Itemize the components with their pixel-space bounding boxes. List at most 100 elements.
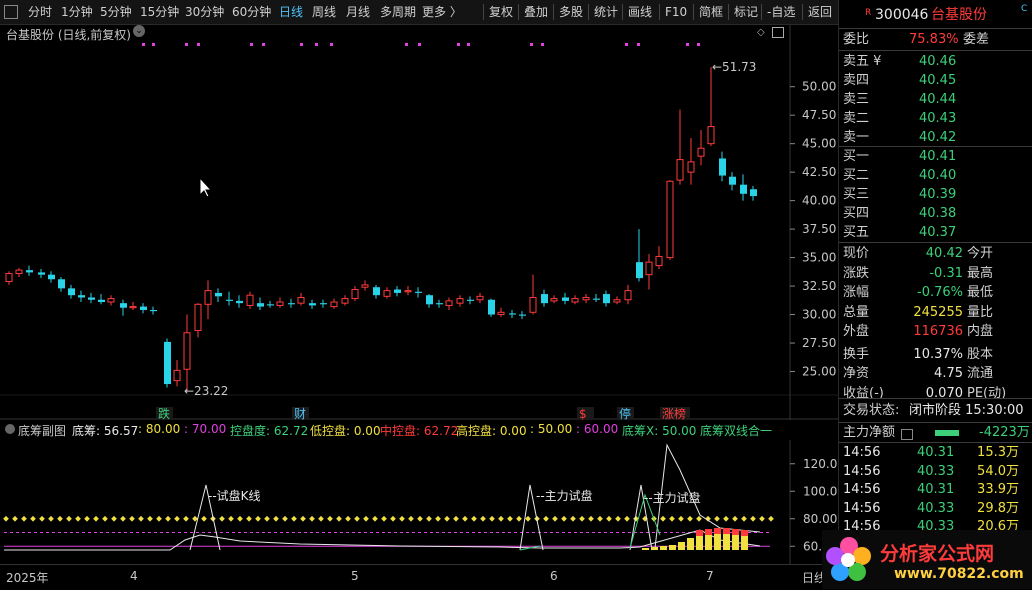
axis-month-label: 4: [130, 569, 138, 583]
candle-body: [613, 299, 621, 303]
toolbar-period-button[interactable]: 5分钟: [100, 5, 132, 19]
candle-body: [436, 303, 443, 305]
ask-price: 40.46: [919, 54, 957, 69]
level-80-marker: [417, 515, 423, 522]
volume-bar: [696, 536, 703, 550]
toolbar-action-button[interactable]: 简框: [699, 5, 724, 19]
toolbar-period-button[interactable]: 15分钟: [140, 5, 180, 19]
level-80-marker: [570, 515, 576, 522]
toolbar-action-button[interactable]: F10: [665, 5, 688, 19]
toolbar-action-button[interactable]: 多股: [559, 5, 584, 19]
legend-item: 高控盘: 0.00: [456, 424, 527, 438]
signal-dot: [530, 43, 533, 46]
candle-body: [236, 300, 243, 304]
level-80-marker: [489, 515, 495, 522]
candle-body: [729, 176, 736, 185]
signal-annotation: --主力试盘: [536, 488, 593, 503]
toolbar-action-button[interactable]: 统计: [594, 5, 619, 19]
toolbar-period-button[interactable]: 日线: [279, 5, 304, 19]
volume-bar: [642, 548, 649, 550]
y-tick-label: 80.00: [803, 512, 837, 526]
ask-level-label: 卖五 ¥: [843, 54, 882, 69]
tick-volume: 29.8万: [977, 500, 1019, 516]
toolbar-period-button[interactable]: 60分钟: [232, 5, 272, 19]
state-label: 交易状态:: [843, 403, 900, 418]
candle-body: [140, 306, 147, 310]
diamond-icon[interactable]: ◇: [757, 27, 765, 38]
candle-body: [571, 298, 579, 303]
tick-time: 14:56: [843, 482, 881, 497]
candle-body: [645, 261, 653, 276]
candle-body: [676, 159, 684, 181]
level-80-marker: [471, 515, 477, 522]
toolbar-action-button[interactable]: 复权: [489, 5, 514, 19]
level-80-marker: [12, 515, 18, 522]
toolbar-period-button[interactable]: 分时: [28, 5, 53, 19]
stat-label: 量比: [967, 304, 994, 320]
tick-volume: 33.9万: [977, 482, 1019, 497]
kline-chart[interactable]: 台基股份 (日线,前复权) ⌄ ◇ 50.00 47.50 45.00 42.50 40…: [0, 25, 838, 420]
bid-price: 40.39: [919, 187, 957, 202]
candle-body: [415, 291, 422, 293]
chevron-down-icon[interactable]: ⌄: [133, 25, 145, 37]
period-label[interactable]: 日线: [802, 571, 827, 585]
candle-body: [194, 303, 202, 332]
stock-name[interactable]: 台基股份: [931, 7, 987, 23]
flow-bar: [935, 430, 959, 436]
tick-volume: 15.3万: [977, 445, 1019, 460]
brand-watermark: 分析家公式网 www.70822.com: [822, 530, 1032, 589]
level-80-marker: [255, 515, 261, 522]
y-tick-label: 25.00: [802, 365, 836, 379]
y-tick-label: 100.0: [803, 484, 837, 498]
toolbar-period-button[interactable]: 周线: [312, 5, 337, 19]
level-80-marker: [660, 515, 666, 522]
toolbar-period-button[interactable]: 30分钟: [185, 5, 225, 19]
sub-indicator-name[interactable]: 底筹副图: [18, 424, 67, 438]
settings-icon[interactable]: [5, 424, 15, 434]
legend-item: : 80.00: [138, 422, 181, 436]
stock-code: 300046: [875, 7, 929, 23]
toolbar-action-button[interactable]: 画线: [628, 5, 653, 19]
mouse-cursor-icon: [199, 176, 213, 198]
candle-body: [582, 296, 590, 301]
bid-level-label: 买一: [843, 149, 870, 164]
toolbar-action-button[interactable]: -自选: [767, 5, 796, 19]
candle-body: [129, 306, 137, 309]
signal-dot: [686, 43, 689, 46]
toolbar-action-button[interactable]: 返回: [808, 5, 833, 19]
candle-body: [476, 295, 484, 301]
toolbar-period-button[interactable]: 月线: [346, 5, 371, 19]
panel-toggle-icon[interactable]: [772, 27, 784, 38]
volume-bar: [651, 547, 658, 550]
y-tick-label: 37.50: [802, 222, 836, 236]
window-menu-icon[interactable]: [4, 5, 18, 19]
level-80-marker: [219, 515, 225, 522]
candlestick-svg: 50.00 47.50 45.00 42.50 40.00 37.50 35.00 32.50…: [0, 25, 838, 420]
toolbar-period-button[interactable]: 更多 〉: [422, 5, 462, 19]
level-80-marker: [57, 515, 63, 522]
axis-month-label: 6: [550, 569, 558, 583]
y-tick-label: 42.50: [802, 165, 836, 179]
event-tag: 涨榜: [662, 406, 686, 420]
tick-price: 40.33: [917, 500, 955, 516]
stat-value: 10.37%: [913, 346, 963, 362]
legend-item: : 70.00: [184, 422, 227, 436]
toolbar-action-button[interactable]: 标记: [734, 5, 759, 19]
toolbar-period-button[interactable]: 多周期: [380, 5, 417, 19]
flow-menu-icon[interactable]: [901, 429, 913, 440]
level-80-marker: [453, 515, 459, 522]
level-80-marker: [507, 515, 513, 522]
toolbar-divider: [802, 4, 803, 20]
toolbar-action-button[interactable]: 叠加: [524, 5, 549, 19]
signal-dot: [697, 43, 700, 46]
ask-level-label: 卖二: [843, 111, 870, 126]
brand-name: 分析家公式网: [880, 543, 995, 565]
stat-label: 收益(-): [843, 385, 884, 401]
level-80-marker: [552, 515, 558, 522]
toolbar-period-button[interactable]: 1分钟: [61, 5, 93, 19]
signal-dot: [418, 43, 421, 46]
candle-body: [26, 270, 33, 273]
level-80-marker: [444, 515, 450, 522]
tick-price: 40.31: [917, 482, 955, 497]
